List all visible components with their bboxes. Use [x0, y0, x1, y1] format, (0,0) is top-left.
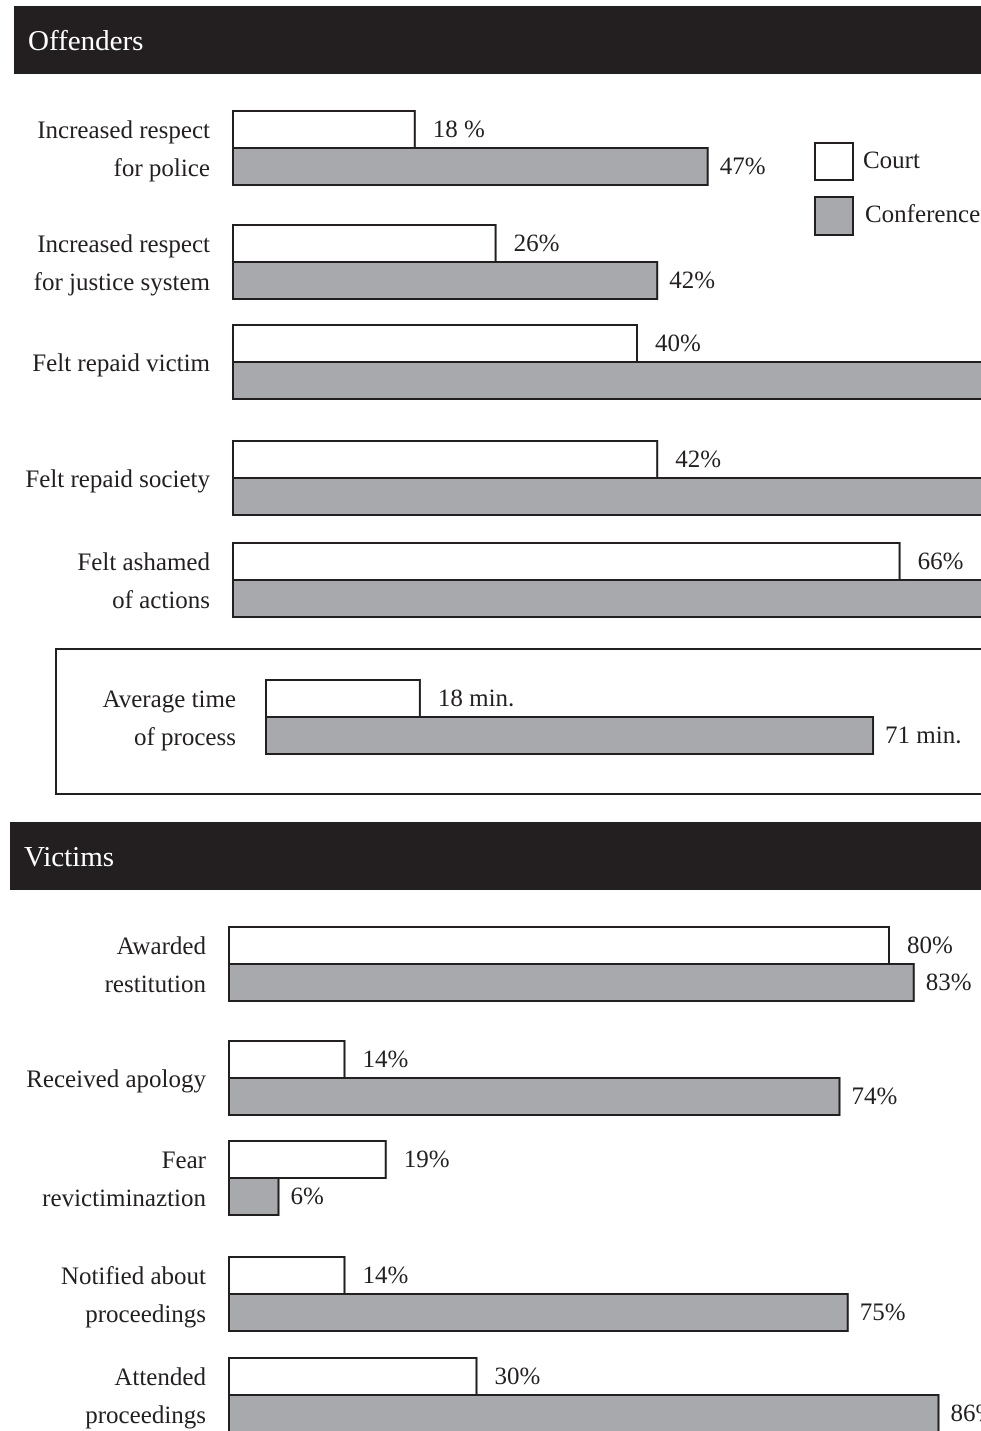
value-label-court: 19% — [404, 1146, 450, 1173]
category-label: Felt ashamed — [77, 549, 210, 576]
category-label: Fear — [162, 1147, 207, 1174]
value-label-conference: 74% — [852, 1083, 898, 1110]
bar-conference — [228, 1293, 849, 1332]
bar-conference — [228, 1077, 841, 1116]
value-label-court: 42% — [675, 446, 721, 473]
offenders-title: Offenders — [28, 25, 143, 57]
category-label: Increased respect — [37, 117, 210, 144]
bar-conference — [265, 716, 875, 755]
category-label: Awarded — [117, 933, 207, 960]
category-label: proceedings — [85, 1402, 206, 1429]
bar-court — [265, 679, 421, 718]
bar-conference — [228, 963, 915, 1002]
category-label: Felt repaid victim — [32, 350, 210, 377]
bar-conference — [232, 477, 981, 516]
category-label: for justice system — [34, 269, 211, 296]
category-label: restitution — [105, 971, 207, 998]
legend-conference-label: Conference — [865, 201, 980, 228]
category-label: Increased respect — [37, 231, 210, 258]
value-label-conference: 83% — [926, 969, 972, 996]
category-label: Attended — [114, 1364, 206, 1391]
bar-court — [228, 1357, 478, 1396]
bar-conference — [232, 361, 981, 400]
category-label: of process — [134, 724, 236, 751]
category-label: revictiminaztion — [42, 1185, 206, 1212]
legend-conference-swatch — [814, 196, 854, 236]
category-label: Received apology — [26, 1066, 206, 1093]
bar-conference — [232, 579, 981, 618]
value-label-court: 80% — [907, 932, 953, 959]
category-label: of actions — [112, 587, 210, 614]
bar-court — [228, 1140, 387, 1179]
bar-conference — [228, 1394, 940, 1431]
bar-court — [228, 1256, 346, 1295]
value-label-conference: 47% — [720, 153, 766, 180]
category-label: Felt repaid society — [25, 466, 210, 493]
bar-groups: 18 % 47% Increased respect for police 26% 42%… — [25, 110, 981, 1431]
bar-conference — [228, 1177, 280, 1216]
value-label-court: 14% — [363, 1046, 409, 1073]
victims-header — [10, 822, 981, 890]
value-label-court: 26% — [514, 230, 560, 257]
value-label-conference: 71 min. — [885, 722, 961, 749]
category-label: for police — [114, 155, 210, 182]
bar-conference — [232, 147, 709, 186]
bar-court — [232, 224, 497, 263]
bar-conference — [232, 261, 659, 300]
value-label-conference: 86% — [951, 1400, 981, 1427]
legend-court-label: Court — [863, 147, 920, 174]
bar-court — [228, 926, 890, 965]
value-label-conference: 42% — [669, 267, 715, 294]
bar-court — [232, 440, 659, 479]
category-label: proceedings — [85, 1301, 206, 1328]
offenders-header — [14, 6, 981, 74]
value-label-conference: 75% — [860, 1299, 906, 1326]
value-label-court: 66% — [918, 548, 964, 575]
average-time-box — [55, 648, 981, 795]
category-label: Notified about — [61, 1263, 206, 1290]
value-label-court: 30% — [495, 1363, 541, 1390]
value-label-court: 18 % — [433, 116, 485, 143]
category-label: Average time — [103, 686, 237, 713]
bar-court — [232, 110, 416, 149]
bar-court — [228, 1040, 346, 1079]
victims-title: Victims — [24, 841, 114, 873]
value-label-court: 14% — [363, 1262, 409, 1289]
value-label-court: 18 min. — [438, 685, 514, 712]
legend-court-swatch — [814, 142, 854, 181]
value-label-conference: 6% — [291, 1183, 324, 1210]
value-label-court: 40% — [655, 330, 701, 357]
bar-court — [232, 542, 901, 581]
bar-court — [232, 324, 638, 363]
